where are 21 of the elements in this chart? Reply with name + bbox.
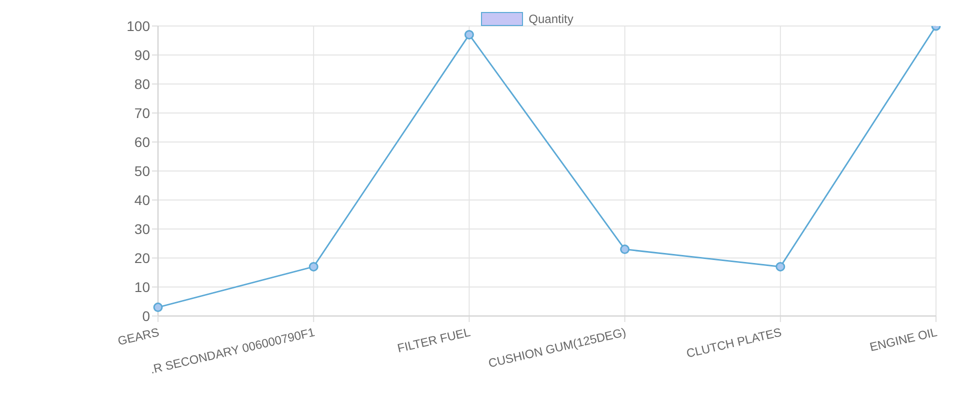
- x-tick-label: GEARS: [116, 325, 160, 348]
- x-tick-label: CLUTCH PLATES: [685, 325, 783, 361]
- y-tick-label: 30: [134, 220, 150, 237]
- point: [308, 262, 318, 272]
- x-tick-label: FILTER FUEL: [396, 325, 472, 356]
- y-tick-label: 80: [134, 76, 150, 92]
- y-tick-label: 10: [134, 278, 150, 295]
- y-tick-label: 40: [134, 192, 150, 208]
- point: [464, 30, 474, 40]
- point: [620, 244, 630, 254]
- y-tick-label: 100: [126, 18, 150, 34]
- y-tick-label: 70: [134, 104, 150, 121]
- point: [153, 302, 163, 312]
- x-tick-label: ENGINE OIL: [868, 325, 939, 354]
- y-tick-label: 60: [134, 134, 150, 150]
- legend-label: Quantity: [528, 12, 574, 26]
- y-tick-label: 50: [134, 162, 150, 179]
- y-tick-label: 20: [134, 250, 150, 266]
- y-tick-label: 0: [142, 308, 150, 324]
- point: [776, 262, 786, 272]
- y-tick-label: 90: [134, 46, 150, 63]
